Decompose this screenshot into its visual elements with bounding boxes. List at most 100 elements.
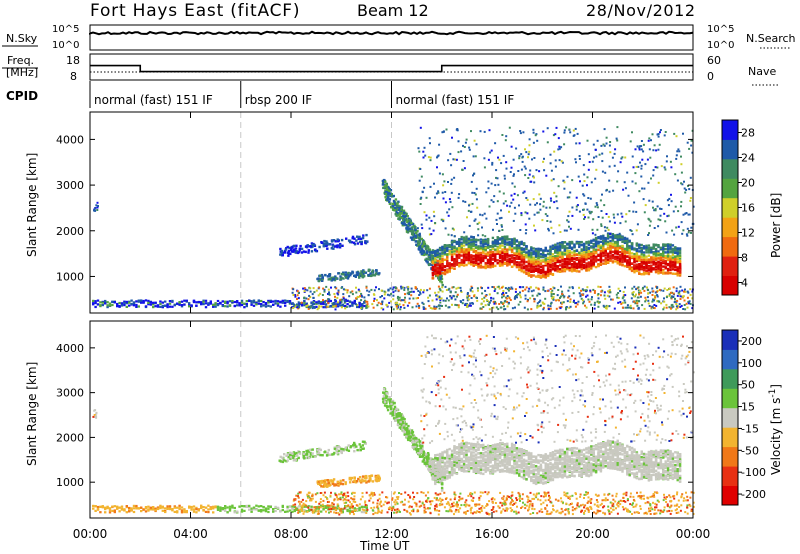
power-data-pixel <box>606 252 610 255</box>
power-data-pixel <box>348 240 352 244</box>
power-data-pixel <box>164 304 167 307</box>
power-data-pixel <box>537 288 540 291</box>
power-data-pixel <box>650 246 653 249</box>
power-data-pixel <box>467 257 471 260</box>
power-data-pixel <box>623 258 627 262</box>
power-data-pixel <box>539 265 543 268</box>
power-data-pixel <box>527 156 529 159</box>
power-data-pixel <box>267 304 270 307</box>
power-data-pixel <box>216 304 220 307</box>
power-data-pixel <box>345 305 348 308</box>
power-data-pixel <box>560 285 562 288</box>
power-data-pixel <box>593 301 596 304</box>
power-data-pixel <box>343 299 346 302</box>
power-data-pixel <box>630 230 633 232</box>
power-data-pixel <box>568 295 571 298</box>
power-data-pixel <box>556 252 559 256</box>
power-data-pixel <box>486 251 490 254</box>
power-data-pixel <box>305 245 308 248</box>
power-data-pixel <box>371 269 374 272</box>
power-data-pixel <box>525 251 528 254</box>
power-data-pixel <box>396 306 399 309</box>
power-data-pixel <box>640 255 643 259</box>
power-data-pixel <box>495 218 498 221</box>
power-data-pixel <box>527 262 531 265</box>
power-data-pixel <box>396 297 399 299</box>
power-data-pixel <box>509 299 512 301</box>
power-data-pixel <box>391 195 394 198</box>
power-data-pixel <box>307 307 310 310</box>
power-data-pixel <box>532 252 535 256</box>
power-data-pixel <box>590 298 593 301</box>
power-data-pixel <box>338 304 341 307</box>
power-data-pixel <box>416 234 419 237</box>
power-data-pixel <box>501 251 504 254</box>
power-data-pixel <box>635 255 639 258</box>
power-data-pixel <box>607 215 610 218</box>
power-data-pixel <box>453 246 456 249</box>
power-data-pixel <box>368 290 371 293</box>
power-data-pixel <box>303 299 306 302</box>
power-data-pixel <box>650 251 653 254</box>
power-data-pixel <box>427 296 430 299</box>
power-data-pixel <box>544 290 547 293</box>
power-data-pixel <box>615 137 618 140</box>
power-data-pixel <box>628 239 631 242</box>
power-data-pixel <box>454 158 457 161</box>
power-data-pixel <box>626 237 629 240</box>
power-data-pixel <box>417 290 420 292</box>
power-data-pixel <box>428 263 431 266</box>
power-data-pixel <box>616 247 619 250</box>
power-data-pixel <box>465 256 468 259</box>
power-data-pixel <box>611 234 615 238</box>
power-data-pixel <box>635 242 639 245</box>
power-data-pixel <box>297 297 300 300</box>
power-data-pixel <box>542 288 545 291</box>
power-data-pixel <box>655 290 658 293</box>
power-data-pixel <box>462 160 465 162</box>
power-data-pixel <box>470 245 473 248</box>
power-data-pixel <box>331 302 334 305</box>
power-data-pixel <box>453 239 456 243</box>
power-data-pixel <box>303 290 306 293</box>
power-data-pixel <box>400 287 403 290</box>
power-data-pixel <box>359 274 362 278</box>
power-data-pixel <box>393 209 396 212</box>
power-data-pixel <box>496 286 499 289</box>
power-data-pixel <box>329 299 332 303</box>
power-data-pixel <box>367 268 371 271</box>
station-title: Fort Hays East (fitACF) <box>90 1 300 21</box>
power-data-pixel <box>590 264 593 267</box>
power-data-pixel <box>449 200 452 203</box>
power-data-pixel <box>392 199 396 203</box>
power-data-pixel <box>642 256 646 259</box>
power-data-pixel <box>520 270 523 273</box>
power-data-pixel <box>453 262 456 266</box>
power-data-pixel <box>685 212 688 214</box>
power-data-pixel <box>654 208 657 210</box>
power-data-pixel <box>606 235 610 239</box>
power-data-pixel <box>530 247 533 250</box>
power-data-pixel <box>501 134 504 136</box>
power-data-pixel <box>620 157 623 160</box>
power-data-pixel <box>525 272 528 275</box>
power-data-pixel <box>622 188 625 191</box>
power-data-pixel <box>626 304 629 307</box>
power-data-pixel <box>656 295 659 298</box>
power-data-pixel <box>587 261 591 264</box>
power-data-pixel <box>333 293 336 295</box>
power-data-pixel <box>404 301 407 304</box>
power-data-pixel <box>168 305 172 308</box>
power-data-pixel <box>496 239 499 243</box>
power-data-pixel <box>539 269 543 272</box>
power-data-pixel <box>551 264 555 267</box>
power-data-pixel <box>558 252 562 255</box>
power-data-pixel <box>484 264 487 268</box>
power-data-pixel <box>434 270 437 274</box>
power-data-pixel <box>510 265 514 268</box>
power-data-pixel <box>419 168 422 170</box>
power-data-pixel <box>492 300 495 303</box>
power-data-pixel <box>336 238 339 241</box>
power-data-pixel <box>382 181 385 185</box>
power-data-pixel <box>544 213 547 216</box>
